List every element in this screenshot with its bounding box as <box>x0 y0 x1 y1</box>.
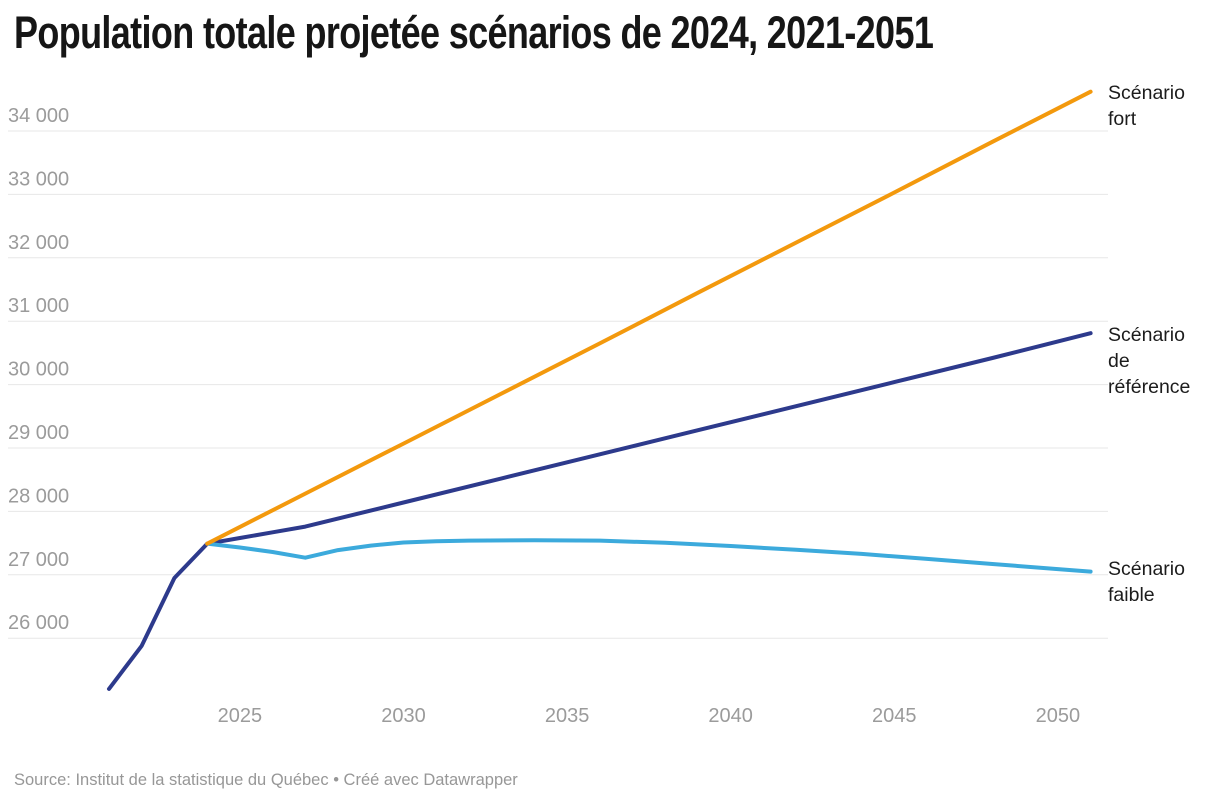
x-axis-tick-label: 2035 <box>545 705 590 727</box>
series-label-scenario-faible: Scénario faible <box>1108 558 1185 606</box>
series-line-reference <box>107 331 1093 691</box>
x-axis-tick-label: 2040 <box>708 705 753 727</box>
series-line-fort <box>205 89 1093 546</box>
y-axis-tick-label: 33 000 <box>8 168 69 190</box>
y-axis-tick-label: 31 000 <box>8 295 69 317</box>
x-axis-tick-label: 2050 <box>1036 705 1081 727</box>
y-axis-tick-label: 27 000 <box>8 549 69 571</box>
y-axis-tick-label: 29 000 <box>8 422 69 444</box>
y-axis-tick-label: 28 000 <box>8 485 69 507</box>
y-axis-tick-label: 26 000 <box>8 612 69 634</box>
series-label-scenario-fort: Scénario fort <box>1108 82 1185 130</box>
y-axis-tick-label: 32 000 <box>8 232 69 254</box>
series-line-faible <box>205 538 1093 574</box>
y-axis-tick-label: 34 000 <box>8 105 69 127</box>
series-label-scenario-reference: Scénario de référence <box>1108 324 1191 398</box>
x-axis-tick-label: 2025 <box>218 705 263 727</box>
x-axis-tick-label: 2030 <box>381 705 426 727</box>
x-axis-tick-label: 2045 <box>872 705 917 727</box>
source-note: Source: Institut de la statistique du Qu… <box>14 771 518 789</box>
line-chart-plot-area: 26 000 27 000 28 000 29 000 30 000 31 000 32 0… <box>8 89 1108 727</box>
y-axis-tick-label: 30 000 <box>8 359 69 381</box>
chart-title: Population totale projetée scénarios de … <box>14 7 934 58</box>
